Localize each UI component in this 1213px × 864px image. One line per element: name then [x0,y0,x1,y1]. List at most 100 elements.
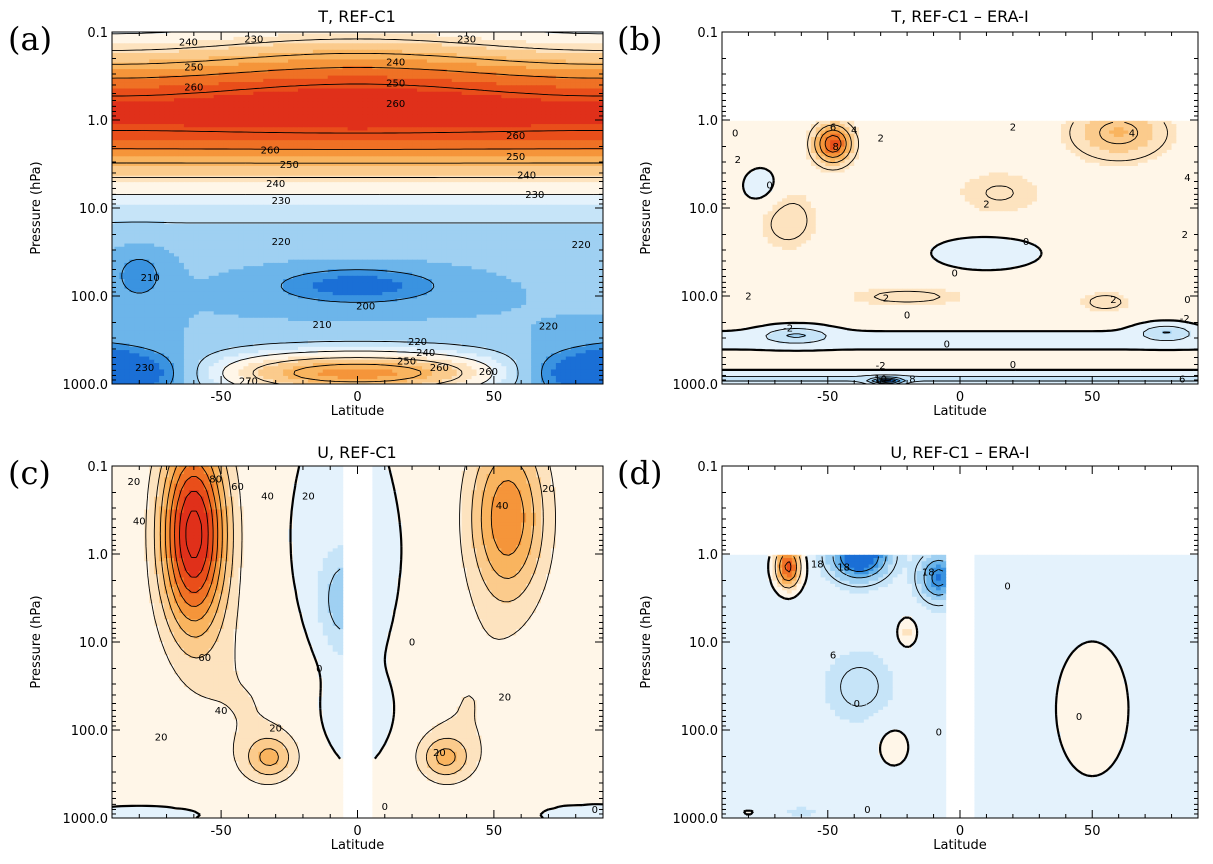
contour-cell [327,98,334,103]
contour-cell [417,33,423,38]
contour-cell [164,59,170,64]
contour-cell [595,65,602,70]
contour-cell [263,62,269,67]
contour-cell [332,117,339,122]
contour-cell [273,120,279,125]
contour-cell [183,104,190,109]
contour-cell [580,36,587,41]
contour-cell [560,111,567,115]
contour-cell [600,69,603,73]
contour-cell [317,127,324,132]
contour-cell [164,75,170,80]
contour-cell [511,98,517,103]
contour-cell [441,65,448,70]
contour-cell [392,32,398,35]
contour-cell [570,56,577,61]
contour-cell [560,56,567,61]
contour-cell [134,33,140,38]
contour-cell [590,104,597,109]
contour-cell [471,59,478,64]
contour-cell [496,94,502,99]
contour-cell [541,33,547,38]
contour-cell [327,111,334,115]
contour-cell [372,111,378,115]
contour-cell [466,104,473,109]
contour-cell [476,78,483,83]
contour-cell [392,127,398,132]
contour-cell [451,65,458,70]
contour-cell [412,124,418,128]
contour-cell [293,107,299,112]
contour-cell [228,49,235,54]
contour-cell [491,120,497,125]
contour-cell [288,36,294,41]
contour-cell [516,32,522,35]
contour-cell [496,46,502,51]
contour-cell [312,33,319,38]
contour-cell [149,107,155,112]
contour-cell [169,69,175,73]
contour-cell [178,49,185,54]
contour-cell [312,101,319,106]
contour-cell [134,107,140,112]
contour-cell [506,56,512,61]
contour-cell [297,127,304,132]
contour-cell [387,133,393,138]
contour-cell [188,88,195,93]
contour-cell [164,43,170,48]
contour-cell [154,65,160,70]
contour-cell [382,120,388,125]
contour-cell [203,101,210,106]
contour-cell [362,52,369,57]
contour-cell [481,91,488,96]
contour-cell [258,82,264,86]
contour-cell [258,59,264,64]
contour-cell [114,52,121,57]
contour-cell [129,101,135,106]
contour-cell [218,59,225,64]
contour-cell [545,62,552,67]
contour-cell [402,101,408,106]
contour-cell [164,56,170,61]
contour-cell [203,65,210,70]
contour-cell [213,49,220,54]
contour-cell [258,104,264,109]
contour-cell [213,130,220,135]
contour-cell [461,33,468,38]
contour-cell [258,88,264,93]
contour-cell [585,133,592,138]
contour-cell [283,98,289,103]
contour-cell [233,124,240,128]
contour-cell [268,133,274,138]
contour-cell [342,130,349,135]
contour-cell [149,72,155,77]
contour-cell [273,91,279,96]
contour-cell [258,75,264,80]
contour-cell [362,62,369,67]
contour-cell [436,72,443,77]
contour-cell [516,111,522,115]
contour-cell [441,62,448,67]
contour-cell [332,32,339,35]
contour-cell [387,124,393,128]
contour-cell [511,43,517,48]
contour-cell [218,69,225,73]
contour-cell [203,43,210,48]
contour-cell [486,75,493,80]
contour-cell [421,98,428,103]
contour-cell [387,78,393,83]
contour-cell [600,107,603,112]
contour-cell [154,101,160,106]
contour-cell [173,52,180,57]
contour-cell [426,133,433,138]
contour-cell [112,40,116,44]
contour-cell [337,127,344,132]
contour-cell [516,33,522,38]
contour-cell [417,133,423,138]
contour-cell [283,124,289,128]
contour-cell [575,94,582,99]
contour-cell [511,75,517,80]
contour-cell [511,46,517,51]
contour-cell [367,78,373,83]
contour-cell [198,62,205,67]
